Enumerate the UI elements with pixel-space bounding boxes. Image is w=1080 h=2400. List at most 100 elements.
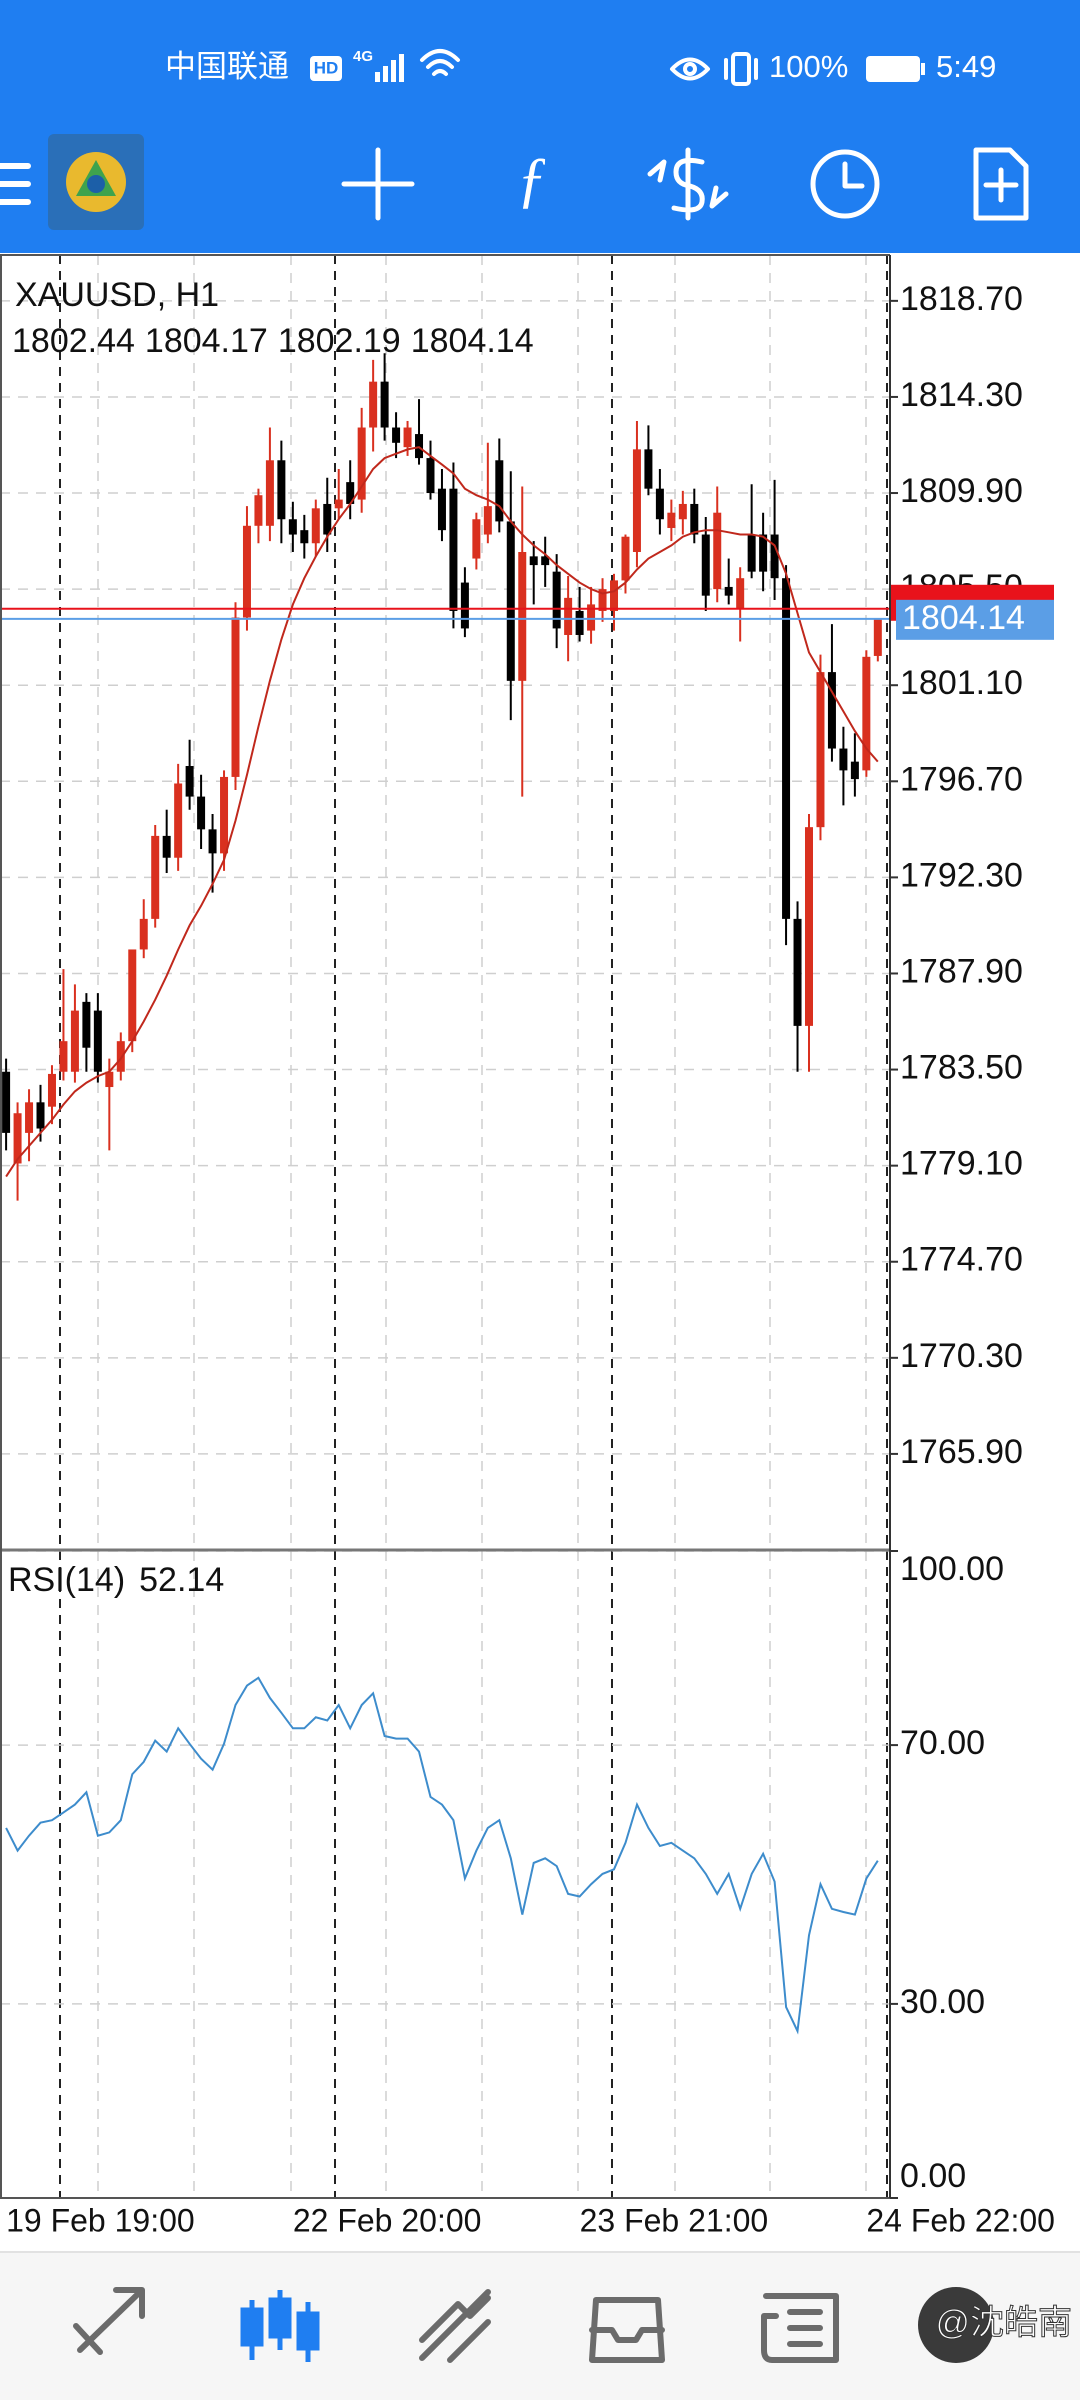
candle-body	[495, 460, 504, 522]
y-tick-label: 1801.10	[900, 664, 1023, 702]
candle-body	[839, 748, 848, 771]
candle-body	[265, 460, 274, 526]
y-tick-label: 1796.70	[900, 760, 1023, 798]
x-tick-label: 22 Feb 20:00	[293, 2202, 482, 2238]
candle-body	[827, 672, 836, 749]
y-tick-label: 70.00	[900, 1724, 985, 1762]
candle-body	[610, 580, 619, 611]
moving-average	[5, 446, 879, 1178]
candle-body	[139, 918, 148, 950]
candle-body	[701, 534, 710, 596]
app-logo[interactable]	[48, 134, 144, 230]
candle-body	[460, 582, 469, 629]
candle-body	[93, 1010, 102, 1072]
candle-body	[678, 503, 687, 520]
candle-body	[873, 618, 882, 656]
x-tick-label: 23 Feb 21:00	[580, 2202, 769, 2238]
candle-body	[770, 534, 779, 579]
candle-body	[564, 597, 573, 635]
y-tick-label: 1770.30	[900, 1337, 1023, 1375]
candle-body	[713, 512, 722, 590]
ohlc-high: 1804.17	[145, 322, 268, 360]
y-tick-label: 1765.90	[900, 1433, 1023, 1471]
network-label: 4G	[353, 48, 373, 65]
candle-body	[472, 519, 481, 559]
candle-body	[346, 482, 355, 504]
ohlc-close: 1804.14	[411, 322, 534, 360]
crosshair-button[interactable]	[341, 147, 415, 221]
ohlc-values: 1802.44 1804.17 1802.19 1804.14	[12, 322, 534, 360]
candle-body	[323, 503, 332, 535]
y-tick-label: 0.00	[900, 2157, 966, 2195]
candle-body	[415, 434, 424, 459]
quotes-tab[interactable]	[73, 2287, 145, 2355]
candle-body	[288, 519, 297, 535]
candle-body	[655, 488, 664, 520]
y-tick-label: 1818.70	[900, 280, 1023, 318]
history-tab[interactable]	[589, 2297, 665, 2363]
candle-body	[254, 495, 263, 526]
timeframe-button[interactable]	[810, 149, 880, 219]
candle-body	[805, 827, 813, 1026]
candle-body	[392, 427, 401, 443]
candle-body	[162, 835, 171, 858]
candle-body	[380, 381, 389, 428]
candle-body	[621, 536, 630, 581]
candle-body	[793, 918, 802, 1026]
battery-tip	[921, 63, 925, 75]
hd-badge	[310, 56, 342, 81]
indicator-line	[5, 1676, 879, 2035]
candle-body	[644, 449, 653, 489]
battery-percent: 100%	[769, 49, 848, 84]
y-tick-label: 1809.90	[900, 472, 1023, 510]
candle-body	[667, 512, 676, 528]
menu-button[interactable]	[0, 163, 31, 205]
trade-button[interactable]	[647, 147, 729, 221]
signal-icon	[375, 54, 404, 82]
candle-body	[862, 656, 871, 771]
candle-body	[59, 1041, 68, 1072]
watermark: @沈皓南	[935, 2304, 1072, 2342]
indicator-value: 52.14	[139, 1561, 224, 1599]
carrier: 中国联通	[165, 49, 289, 84]
candle-body	[541, 556, 550, 566]
candle-body	[220, 776, 229, 854]
candle-body	[437, 488, 446, 531]
candle-body	[529, 556, 538, 566]
candle-body	[151, 835, 160, 919]
avatar[interactable]	[918, 2287, 994, 2363]
candle-body	[25, 1102, 34, 1133]
bid-price: 1804.14	[902, 599, 1025, 637]
wifi-icon	[420, 49, 460, 76]
y-tick-label: 30.00	[900, 1983, 985, 2021]
indicator-label: RSI(14) 52.14	[8, 1561, 224, 1599]
candle-body	[690, 503, 699, 535]
news-tab[interactable]	[761, 2293, 839, 2363]
candle-body	[483, 506, 492, 535]
candle-body	[403, 427, 412, 448]
new-order-button[interactable]	[973, 147, 1029, 221]
chart-tab[interactable]	[240, 2290, 320, 2362]
candle-body	[2, 1071, 11, 1133]
candle-body	[197, 796, 206, 830]
candle-body	[782, 578, 791, 919]
app-bar	[0, 0, 1080, 253]
indicators-button[interactable]: ƒ	[517, 146, 548, 214]
y-tick-label: 100.00	[900, 1550, 1004, 1588]
hd-label: HD	[314, 58, 339, 77]
trade-tab[interactable]	[419, 2289, 491, 2363]
clock: 5:49	[936, 49, 996, 84]
candle-body	[724, 586, 733, 596]
candle-body	[426, 458, 435, 494]
candle-body	[47, 1073, 56, 1107]
y-tick-label: 1774.70	[900, 1241, 1023, 1279]
candle-body	[598, 589, 607, 611]
candle-body	[759, 534, 768, 572]
candle-body	[369, 381, 378, 428]
candle-body	[311, 508, 320, 544]
candle-body	[277, 460, 286, 520]
candle-body	[747, 534, 756, 572]
candle-body	[231, 617, 240, 777]
